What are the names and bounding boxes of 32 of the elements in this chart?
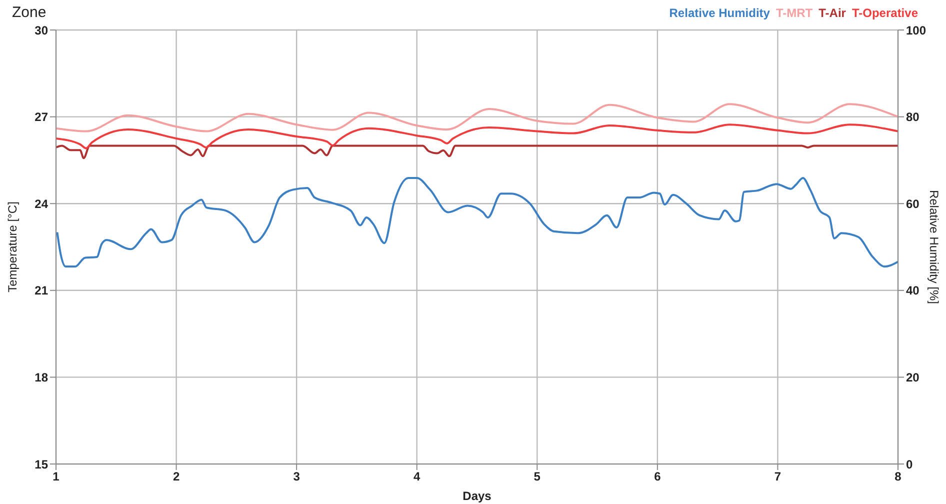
y2-tick-label: 20 bbox=[906, 370, 920, 384]
x-tick-label: 8 bbox=[894, 470, 902, 484]
text: Relative Humidity bbox=[669, 6, 770, 20]
y-tick-label: 15 bbox=[34, 457, 48, 472]
line-series bbox=[56, 144, 898, 160]
y2-tick-label: 0 bbox=[906, 457, 913, 472]
y-tick-label: 18 bbox=[34, 370, 48, 384]
y2-tick-label: 80 bbox=[906, 110, 920, 124]
line-series bbox=[56, 124, 898, 150]
x-axis-title: Days bbox=[462, 489, 492, 503]
chart-title: Zone bbox=[12, 4, 46, 21]
x-tick-label: 1 bbox=[52, 470, 60, 484]
text: T-MRT bbox=[776, 6, 813, 20]
line-series bbox=[56, 176, 898, 268]
x-tick-label: 3 bbox=[293, 470, 300, 484]
y2-tick-label: 40 bbox=[906, 284, 920, 298]
y2-axis-title: Relative Humidity [%] bbox=[926, 190, 941, 304]
x-tick-label: 5 bbox=[534, 470, 541, 484]
line-series bbox=[56, 103, 898, 132]
y2-tick-label: 100 bbox=[906, 23, 926, 38]
x-tick-label: 7 bbox=[774, 470, 782, 484]
text: T-Air bbox=[818, 6, 846, 20]
x-tick-label: 2 bbox=[172, 470, 180, 484]
y2-tick-label: 60 bbox=[906, 196, 920, 211]
x-tick-label: 6 bbox=[654, 470, 662, 484]
y-tick-label: 27 bbox=[34, 110, 48, 124]
y-axis-title: Temperature [°C] bbox=[5, 202, 20, 292]
text: T-Operative bbox=[852, 6, 918, 20]
y-tick-label: 30 bbox=[34, 23, 48, 38]
x-tick-label: 4 bbox=[414, 470, 421, 484]
y-tick-label: 24 bbox=[34, 196, 48, 211]
y-tick-label: 21 bbox=[34, 284, 48, 298]
